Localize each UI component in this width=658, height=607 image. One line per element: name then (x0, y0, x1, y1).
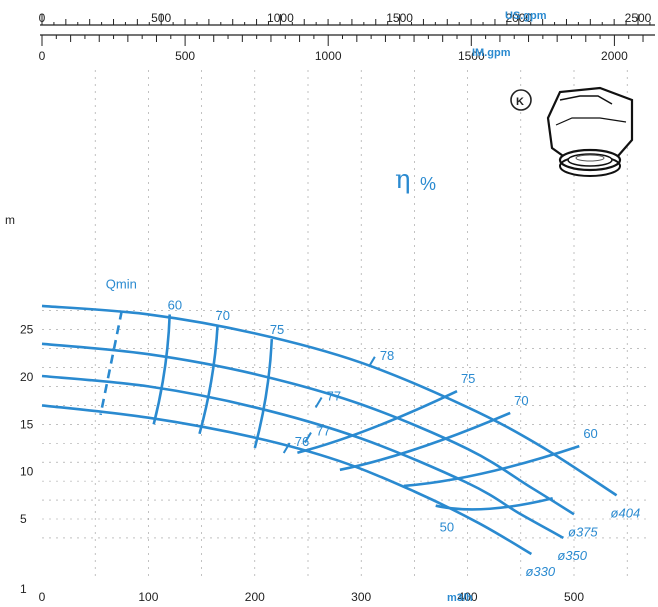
series-label: ø330 (525, 564, 555, 579)
us-gpm-axis: 0 500 1000 1500 2000 2500 (39, 11, 652, 25)
us-gpm-tick-label: 500 (151, 11, 171, 25)
x-tick-label: 200 (245, 590, 265, 604)
efficiency-iso-line (253, 339, 274, 449)
impeller-curve-3 (41, 374, 565, 540)
efficiency-symbol: η (395, 165, 411, 195)
impeller-curve-2 (41, 342, 575, 516)
efficiency-iso-lines (152, 314, 580, 511)
series-label: ø404 (611, 505, 641, 520)
y-axis-unit: m (5, 213, 15, 227)
x-tick-label: 300 (351, 590, 371, 604)
y-tick-label: 25 (20, 323, 34, 337)
efficiency-tick (367, 356, 376, 368)
efficiency-iso-line (339, 411, 511, 472)
efficiency-unit: % (420, 174, 436, 194)
impeller-curves (41, 304, 618, 556)
min-flow-line (99, 310, 124, 416)
efficiency-iso-line (198, 324, 219, 435)
efficiency-label: 75 (270, 322, 284, 337)
qmin-dashed-line (99, 310, 124, 416)
y-tick-label: 10 (20, 465, 34, 479)
svg-text:K: K (516, 96, 524, 108)
im-gpm-tick-label: 2000 (601, 49, 628, 63)
im-gpm-tick-label: 1000 (315, 49, 342, 63)
efficiency-iso-line (435, 496, 554, 511)
x-tick-label: 500 (564, 590, 584, 604)
us-gpm-tick-label: 1000 (267, 11, 294, 25)
efficiency-label: 70 (514, 393, 528, 408)
efficiency-tick (304, 432, 312, 444)
efficiency-point-label: 77 (327, 389, 341, 404)
efficiency-tick (282, 442, 291, 454)
us-gpm-tick-label: 0 (39, 11, 46, 25)
y-tick-label: 5 (20, 512, 27, 526)
efficiency-label: 50 (440, 520, 454, 535)
efficiency-iso-line (152, 314, 171, 425)
pump-impeller-icon (546, 86, 634, 177)
x-axis-unit: m3/h (447, 592, 473, 604)
us-gpm-tick-label: 1500 (386, 11, 413, 25)
y-tick-label: 20 (20, 370, 34, 384)
x-tick-label: 0 (39, 590, 46, 604)
series-label: ø350 (557, 548, 587, 563)
us-gpm-tick-label: 2500 (625, 11, 652, 25)
im-gpm-tick-label: 0 (39, 49, 46, 63)
efficiency-tick (314, 397, 323, 409)
k-badge-icon: K (510, 89, 532, 111)
impeller-curve-4 (41, 404, 533, 556)
efficiency-iso-line (403, 444, 580, 488)
series-label: ø375 (568, 524, 598, 539)
efficiency-label: 60 (168, 297, 182, 312)
qmin-label: Qmin (106, 277, 137, 292)
x-tick-label: 400 (458, 590, 478, 604)
efficiency-point-label: 77 (316, 424, 330, 439)
im-gpm-tick-label: 1500 (458, 49, 485, 63)
im-gpm-axis: 0 500 1000 1500 2000 (39, 35, 644, 63)
y-tick-label: 1 (20, 582, 27, 596)
y-tick-label: 15 (20, 417, 34, 431)
efficiency-label: 70 (216, 308, 230, 323)
im-gpm-tick-label: 500 (175, 49, 195, 63)
impeller-curve-1 (41, 304, 618, 497)
us-gpm-tick-label: 2000 (505, 11, 532, 25)
im-gpm-unit-label: IM.gpm (472, 47, 511, 59)
efficiency-point-label: 78 (380, 348, 394, 363)
x-tick-label: 100 (138, 590, 158, 604)
us-gpm-unit-label: US.gpm (505, 10, 547, 22)
efficiency-label: 75 (461, 371, 475, 386)
efficiency-label: 60 (583, 426, 597, 441)
efficiency-point-label: 76 (295, 434, 309, 449)
efficiency-iso-line (297, 390, 458, 454)
x-axis: 0 100 200 300 400 500 (39, 590, 585, 604)
